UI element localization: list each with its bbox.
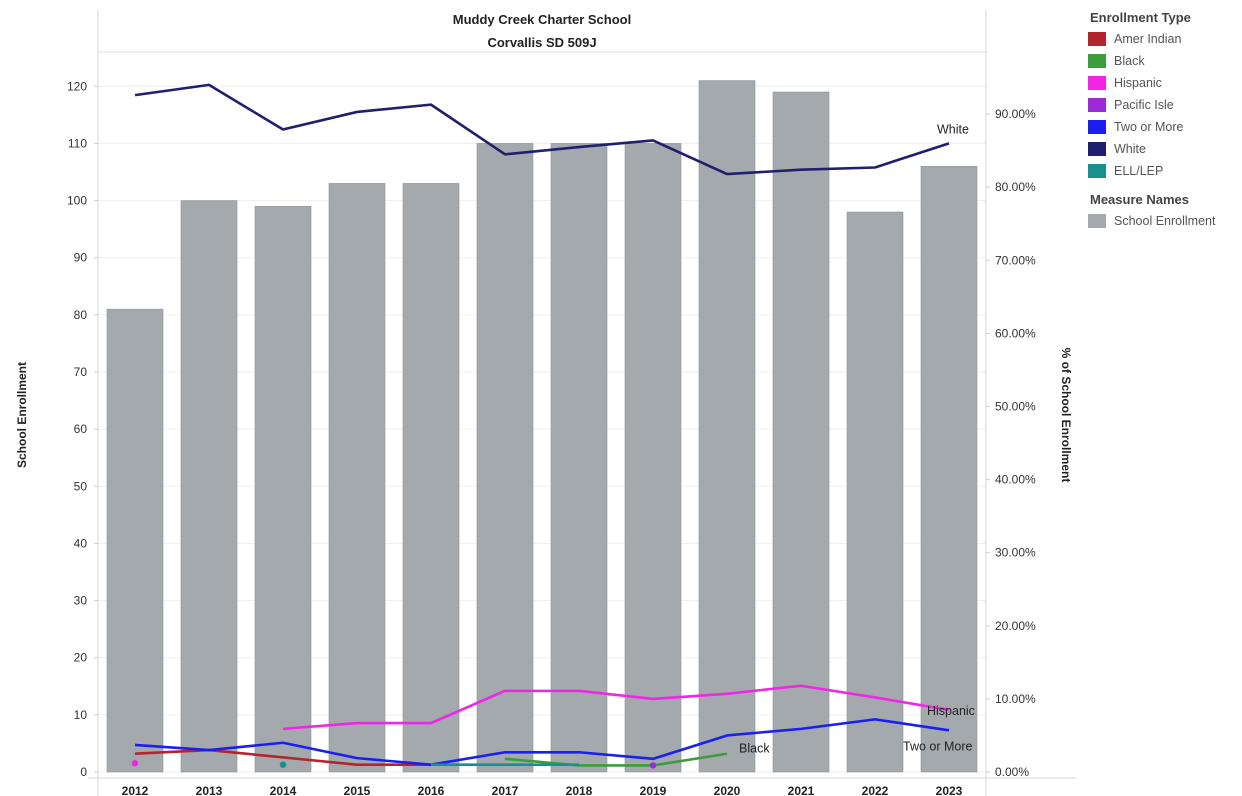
x-tick-label: 2015 xyxy=(344,784,371,796)
point-hispanic xyxy=(131,760,139,767)
legend: Enrollment Type Amer Indian Black Hispanic… xyxy=(1088,10,1238,232)
legend-label: Black xyxy=(1114,54,1145,68)
point-pacific-isle xyxy=(649,762,657,769)
bar xyxy=(772,91,830,773)
legend-swatch xyxy=(1088,120,1106,134)
legend-item-hispanic[interactable]: Hispanic xyxy=(1088,72,1238,94)
point-ell-lep xyxy=(279,761,287,768)
gridlines xyxy=(98,85,986,773)
series-label-hispanic: Hispanic xyxy=(927,704,975,718)
legend-label: Pacific Isle xyxy=(1114,98,1174,112)
legend-label: Two or More xyxy=(1114,120,1184,134)
x-tick-label: 2017 xyxy=(492,784,519,796)
left-tick-label: 10 xyxy=(74,708,88,722)
legend-item-pacific-isle[interactable]: Pacific Isle xyxy=(1088,94,1238,116)
legend-item-school-enrollment[interactable]: School Enrollment xyxy=(1088,210,1238,232)
x-tick-label: 2022 xyxy=(862,784,889,796)
legend-swatch xyxy=(1088,142,1106,156)
right-tick-label: 80.00% xyxy=(995,180,1036,194)
bar xyxy=(920,165,978,773)
bar xyxy=(476,143,534,773)
left-tick-label: 50 xyxy=(74,479,88,493)
legend-label: Hispanic xyxy=(1114,76,1162,90)
x-tick-label: 2013 xyxy=(196,784,223,796)
x-tick-label: 2021 xyxy=(788,784,815,796)
left-tick-label: 110 xyxy=(68,136,87,150)
chart-title: Muddy Creek Charter School xyxy=(453,12,631,27)
series-label-two-or-more: Two or More xyxy=(903,739,973,753)
bar-series xyxy=(106,80,978,773)
legend-swatch xyxy=(1088,164,1106,178)
legend-item-white[interactable]: White xyxy=(1088,138,1238,160)
bar xyxy=(846,211,904,773)
left-tick-label: 70 xyxy=(74,365,88,379)
left-tick-label: 0 xyxy=(80,765,87,779)
axes: 0 10 20 30 40 50 60 70 80 90 100 110 120 0.00% 10.00% 2… xyxy=(67,10,1076,796)
x-tick-label: 2023 xyxy=(936,784,963,796)
legend-swatch xyxy=(1088,98,1106,112)
bar xyxy=(180,200,238,773)
left-tick-label: 120 xyxy=(67,79,87,93)
left-tick-label: 100 xyxy=(67,194,87,208)
line-black xyxy=(504,752,728,767)
legend-label: School Enrollment xyxy=(1114,214,1216,228)
line-series: Black Hispanic Two or More White xyxy=(131,83,975,769)
x-tick-label: 2012 xyxy=(122,784,149,796)
bar xyxy=(624,143,682,773)
left-axis-label: School Enrollment xyxy=(15,362,29,468)
bar xyxy=(550,143,608,773)
bar xyxy=(328,183,386,773)
right-tick-label: 60.00% xyxy=(995,326,1036,340)
line-two-or-more xyxy=(134,718,950,766)
right-tick-label: 50.00% xyxy=(995,400,1036,414)
legend-item-ell-lep[interactable]: ELL/LEP xyxy=(1088,160,1238,182)
legend-label: ELL/LEP xyxy=(1114,164,1164,178)
legend-label: Amer Indian xyxy=(1114,32,1182,46)
series-label-white: White xyxy=(937,122,969,136)
left-tick-label: 40 xyxy=(74,536,88,550)
line-amer-indian xyxy=(134,748,431,766)
right-tick-label: 40.00% xyxy=(995,473,1036,487)
bar xyxy=(402,183,460,773)
chart-subtitle: Corvallis SD 509J xyxy=(487,35,596,50)
legend-enrollment-list: Amer Indian Black Hispanic Pacific Isle Two … xyxy=(1088,28,1238,182)
series-label-black: Black xyxy=(739,742,770,756)
right-axis-label: % of School Enrollment xyxy=(1059,348,1073,483)
left-tick-label: 90 xyxy=(74,251,88,265)
legend-item-two-or-more[interactable]: Two or More xyxy=(1088,116,1238,138)
legend-title-measure: Measure Names xyxy=(1090,192,1189,207)
right-tick-label: 10.00% xyxy=(995,692,1036,706)
enrollment-chart: Black Hispanic Two or More White 0 10 20 30 40 5… xyxy=(15,10,1076,796)
left-tick-label: 80 xyxy=(74,308,88,322)
legend-item-amer-indian[interactable]: Amer Indian xyxy=(1088,28,1238,50)
right-tick-label: 0.00% xyxy=(995,765,1029,779)
left-tick-label: 30 xyxy=(74,594,88,608)
left-tick-label: 60 xyxy=(74,422,88,436)
left-tick-label: 20 xyxy=(74,651,88,665)
bar xyxy=(698,80,756,773)
x-tick-label: 2014 xyxy=(270,784,297,796)
right-tick-label: 90.00% xyxy=(995,107,1036,121)
line-white xyxy=(134,83,950,176)
x-tick-label: 2020 xyxy=(714,784,741,796)
line-hispanic xyxy=(282,684,950,731)
legend-swatch xyxy=(1088,214,1106,228)
legend-measure-list: School Enrollment xyxy=(1088,210,1238,232)
x-tick-label: 2016 xyxy=(418,784,445,796)
right-tick-label: 70.00% xyxy=(995,253,1036,267)
x-tick-label: 2019 xyxy=(640,784,667,796)
legend-label: White xyxy=(1114,142,1146,156)
legend-title-enrollment: Enrollment Type xyxy=(1090,10,1191,25)
legend-item-black[interactable]: Black xyxy=(1088,50,1238,72)
bar xyxy=(106,308,164,773)
legend-swatch xyxy=(1088,54,1106,68)
legend-swatch xyxy=(1088,32,1106,46)
bar xyxy=(254,205,312,773)
right-tick-label: 30.00% xyxy=(995,546,1036,560)
x-tick-label: 2018 xyxy=(566,784,593,796)
legend-swatch xyxy=(1088,76,1106,90)
right-tick-label: 20.00% xyxy=(995,619,1036,633)
